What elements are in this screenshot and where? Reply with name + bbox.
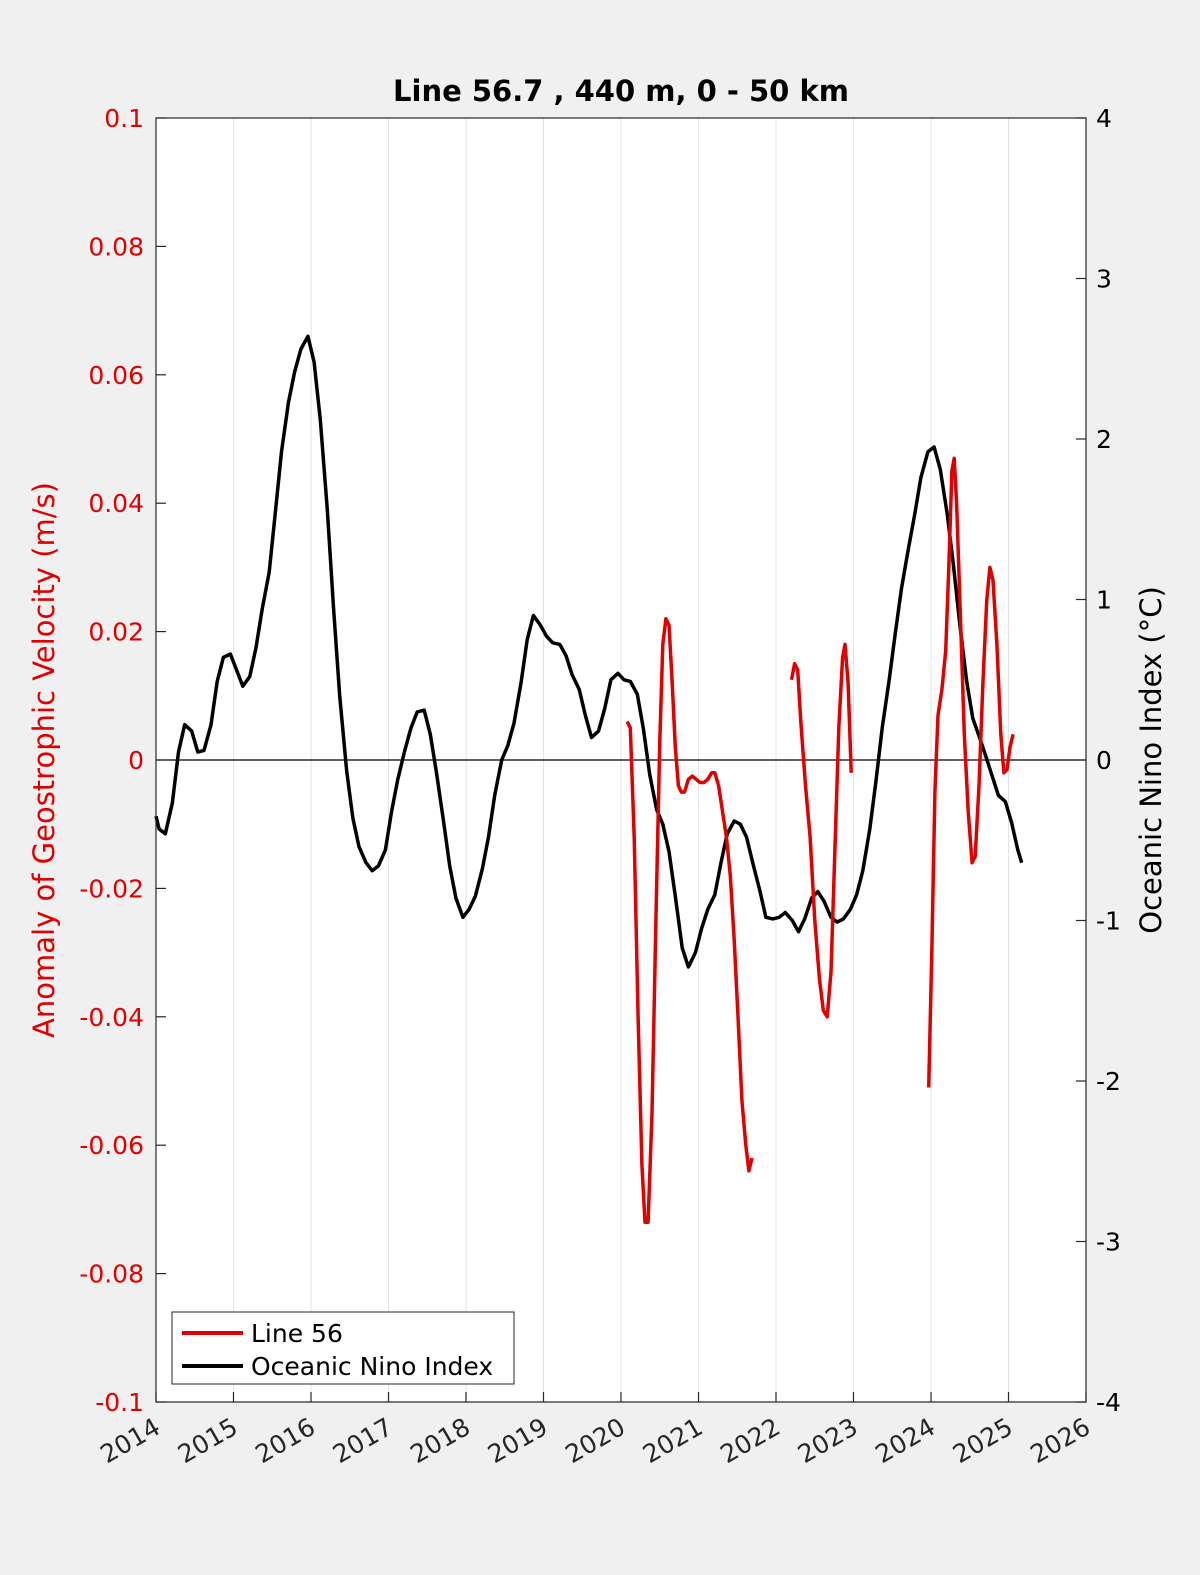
left-tick-label: 0.1 [104,104,144,133]
series-line-line-56-segment-1 [789,642,853,1019]
x-tick-label-2023: 2023 [793,1412,863,1469]
x-tick-label-2018: 2018 [405,1412,475,1469]
series-line-oni [154,334,1024,969]
chart-title: Line 56.7 , 440 m, 0 - 50 km [393,74,849,108]
x-tick-label-2016: 2016 [250,1412,320,1469]
left-tick-label: -0.02 [79,874,144,903]
left-tick-label: 0.02 [88,618,144,647]
right-tick-label: 4 [1096,104,1112,133]
right-tick-label: 2 [1096,425,1112,454]
left-tick-label: -0.04 [79,1003,144,1032]
left-tick-label: 0.06 [88,361,144,390]
left-tick-label: -0.08 [79,1260,144,1289]
x-tick-label-2014: 2014 [95,1412,165,1469]
series-line-line-56-segment-0 [625,617,754,1224]
x-tick-label-2017: 2017 [328,1412,398,1469]
x-tick-label-2024: 2024 [870,1412,940,1469]
x-tick-label-2026: 2026 [1025,1412,1095,1469]
x-axis-ticks: 2014 2015 2016 2017 2018 2019 2020 2021 2022 2023… [95,1392,1095,1469]
legend: Line 56 Oceanic Nino Index [171,1311,515,1385]
x-tick-label-2022: 2022 [715,1412,785,1469]
x-tick-label-2015: 2015 [173,1412,243,1469]
x-tick-label-2020: 2020 [560,1412,630,1469]
series-layer [154,334,1024,1224]
legend-label-oni: Oceanic Nino Index [251,1352,493,1381]
x-tick-label-2025: 2025 [948,1412,1018,1469]
right-tick-label: -1 [1096,907,1121,936]
right-tick-label: 0 [1096,746,1112,775]
left-tick-label: -0.06 [79,1131,144,1160]
left-axis-ticks: 0.1 0.08 0.06 0.04 0.02 0 -0.02 -0.04 -0.06 -0.08… [79,104,166,1417]
left-tick-label: 0.08 [88,232,144,261]
right-axis-label: Oceanic Nino Index (°C) [1134,586,1168,934]
right-tick-label: 1 [1096,586,1112,615]
legend-label-line-56: Line 56 [251,1319,343,1348]
right-tick-label: 3 [1096,265,1112,294]
left-tick-label: 0 [128,746,144,775]
legend-box [171,1311,515,1385]
left-tick-label: -0.1 [95,1388,144,1417]
series-line-line-56-segment-2 [926,456,1015,1088]
left-axis-label: Anomaly of Geostrophic Velocity (m/s) [27,482,61,1038]
x-tick-label-2021: 2021 [638,1412,708,1469]
right-tick-label: -4 [1096,1388,1121,1417]
x-tick-label-2019: 2019 [483,1412,553,1469]
right-tick-label: -2 [1096,1067,1121,1096]
right-axis-ticks: 4 3 2 1 0 -1 -2 -3 -4 [1076,104,1121,1417]
right-tick-label: -3 [1096,1228,1121,1257]
left-tick-label: 0.04 [88,489,144,518]
